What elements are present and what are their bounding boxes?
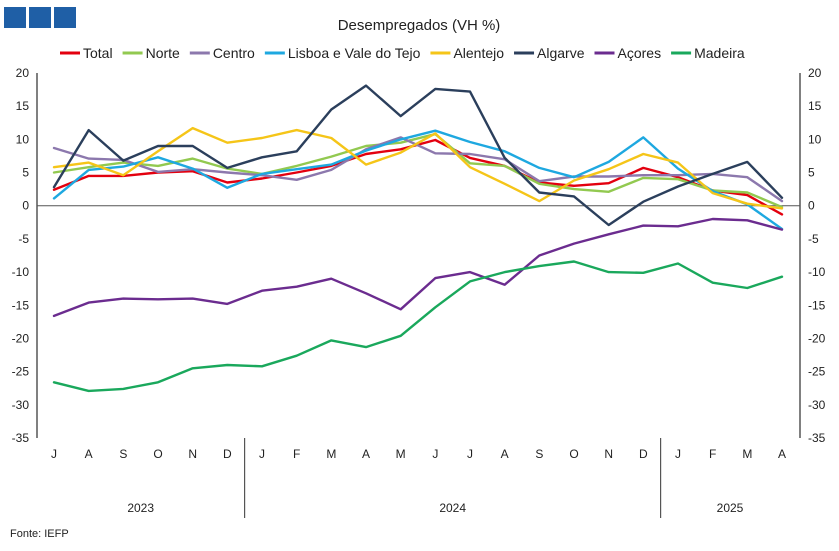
x-axis: J A S O N D J F M A M J J A S O N D J F M A 2023 2024 2025: [51, 438, 786, 518]
x-tick-label: O: [153, 447, 162, 461]
source-note: Fonte: IEFP: [10, 528, 69, 540]
series-line-algarve: [52, 84, 784, 227]
x-tick-label: M: [326, 447, 336, 461]
y-tick-label-left: -25: [12, 365, 30, 379]
x-tick-label: M: [742, 447, 752, 461]
x-tick-label: J: [432, 447, 438, 461]
legend-label: Madeira: [694, 45, 745, 61]
y-tick-label-right: -20: [808, 331, 826, 345]
y-tick-label-right: 5: [808, 166, 815, 180]
x-tick-label: S: [535, 447, 543, 461]
y-tick-label-right: -5: [808, 232, 819, 246]
x-tick-label: J: [51, 447, 57, 461]
y-tick-label-right: -35: [808, 431, 826, 445]
axes: -35 -35 -30 -30 -25 -25 -20 -20 -15 -15 -10 -10 -5 -5…: [12, 66, 826, 445]
y-tick-label-right: -30: [808, 398, 826, 412]
y-tick-label-right: -25: [808, 365, 826, 379]
legend-label: Total: [83, 45, 113, 61]
y-tick-label-right: 0: [808, 199, 815, 213]
x-tick-label: J: [259, 447, 265, 461]
y-tick-label-left: -35: [12, 431, 30, 445]
y-tick-label-left: 10: [16, 132, 30, 146]
x-tick-label: J: [467, 447, 473, 461]
legend-label: Norte: [146, 45, 180, 61]
x-tick-label: A: [85, 447, 93, 461]
y-tick-label-left: -5: [18, 232, 29, 246]
logo-block: [4, 7, 26, 28]
logo: [4, 7, 76, 28]
x-tick-label: N: [188, 447, 197, 461]
legend: Total Norte Centro Lisboa e Vale do Tejo Ale…: [60, 45, 745, 61]
year-label: 2023: [127, 501, 154, 515]
legend-label: Centro: [213, 45, 255, 61]
legend-label: Açores: [618, 45, 662, 61]
x-tick-label: S: [119, 447, 127, 461]
series-line-açores: [52, 217, 784, 318]
x-tick-label: M: [396, 447, 406, 461]
logo-block: [29, 7, 51, 28]
y-tick-label-left: 15: [16, 99, 30, 113]
x-tick-label: F: [293, 447, 300, 461]
x-tick-label: D: [223, 447, 232, 461]
series-line-total: [52, 138, 784, 216]
y-tick-label-left: -15: [12, 298, 30, 312]
year-label: 2025: [717, 501, 744, 515]
series-group: [52, 84, 784, 393]
x-tick-label: D: [639, 447, 648, 461]
y-tick-label-left: -20: [12, 331, 30, 345]
y-tick-label-right: 15: [808, 99, 822, 113]
y-tick-label-left: -30: [12, 398, 30, 412]
y-tick-label-right: -15: [808, 298, 826, 312]
y-tick-label-left: -10: [12, 265, 30, 279]
legend-label: Alentejo: [453, 45, 504, 61]
x-tick-label: A: [362, 447, 370, 461]
series-line-lisboa-e-vale-do-tejo: [52, 129, 784, 231]
y-tick-label-right: 10: [808, 132, 822, 146]
chart-title: Desempregados (VH %): [338, 17, 501, 34]
y-tick-label-left: 5: [22, 166, 29, 180]
legend-label: Lisboa e Vale do Tejo: [288, 45, 421, 61]
y-tick-label-left: 0: [22, 199, 29, 213]
y-tick-label-right: 20: [808, 66, 822, 80]
series-line-centro: [52, 136, 784, 203]
y-tick-label-left: 20: [16, 66, 30, 80]
x-tick-label: A: [501, 447, 509, 461]
legend-label: Algarve: [537, 45, 585, 61]
series-line-madeira: [52, 260, 784, 393]
y-tick-label-right: -10: [808, 265, 826, 279]
series-line-alentejo: [52, 126, 784, 210]
x-tick-label: A: [778, 447, 786, 461]
x-tick-label: N: [604, 447, 613, 461]
logo-block: [54, 7, 76, 28]
x-tick-label: O: [569, 447, 578, 461]
x-tick-label: F: [709, 447, 716, 461]
year-label: 2024: [439, 501, 466, 515]
x-tick-label: J: [675, 447, 681, 461]
